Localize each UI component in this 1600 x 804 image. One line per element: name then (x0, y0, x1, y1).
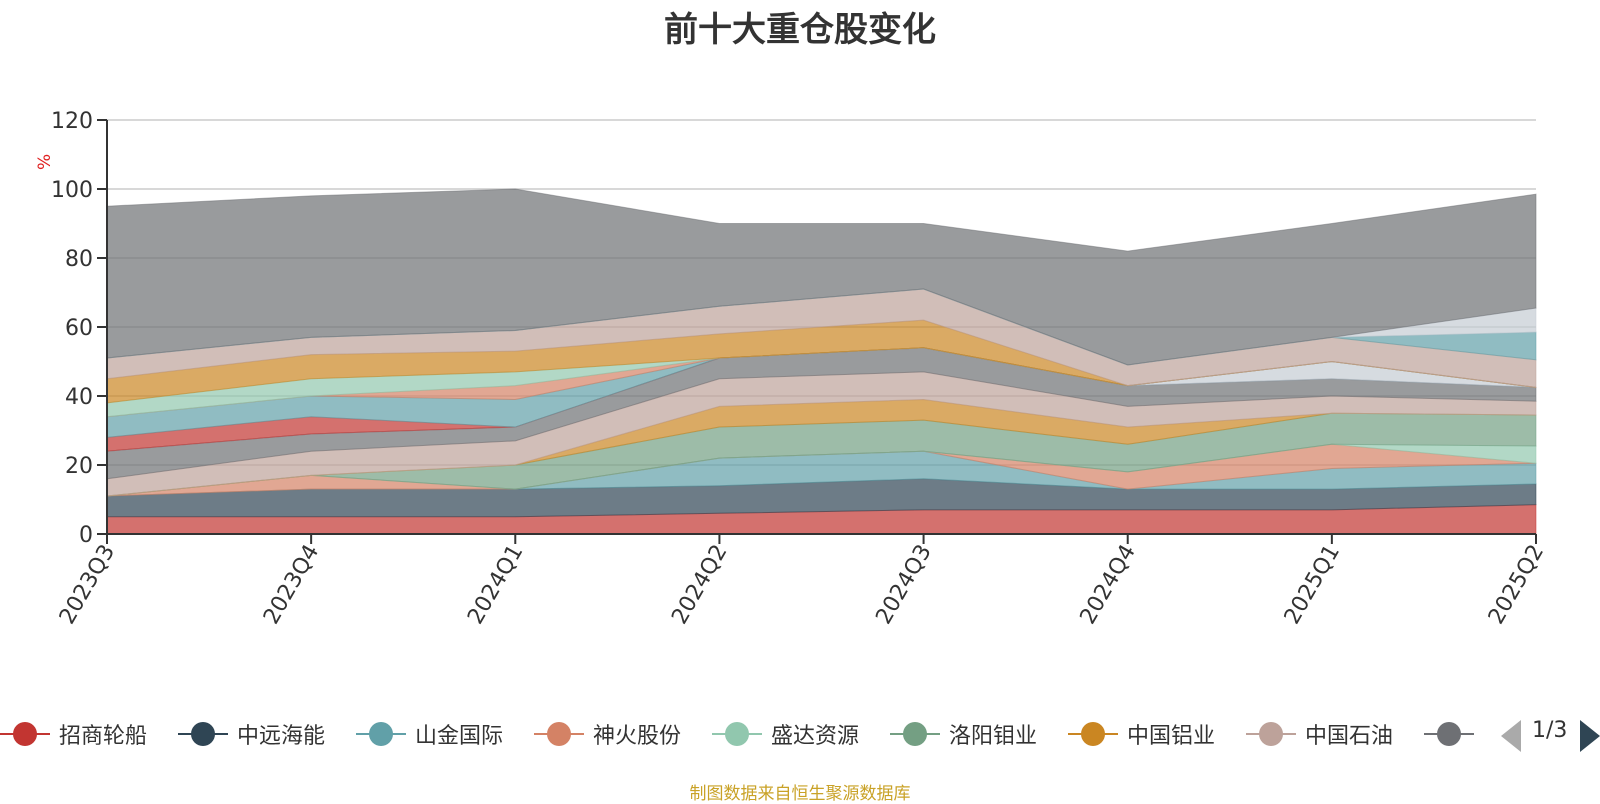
legend-dot-marker (903, 722, 927, 746)
chart-title: 前十大重仓股变化 (664, 10, 936, 50)
legend-label: 招商轮船 (59, 724, 148, 749)
legend-page-indicator: 1/3 (1532, 718, 1568, 743)
y-tick-label: 40 (65, 385, 93, 410)
legend-label: 洛阳钼业 (949, 724, 1038, 749)
legend-label: 中国铝业 (1127, 724, 1216, 749)
x-tick-label: 2025Q2 (1484, 541, 1549, 629)
x-tick-label: 2024Q4 (1076, 541, 1141, 629)
x-tick-label: 2024Q2 (667, 541, 732, 629)
legend-dot-marker (1081, 722, 1105, 746)
legend-label: 盛达资源 (771, 724, 860, 749)
y-tick-label: 100 (51, 178, 93, 203)
legend-next-page-button[interactable] (1580, 720, 1600, 752)
legend-dot-marker (191, 722, 215, 746)
legend: 招商轮船 中远海能 山金国际 神火股份 盛达资源 洛阳钼业 中国铝业 中国石油 (0, 712, 1520, 756)
legend-label: 中国石油 (1305, 724, 1394, 749)
x-tick-label: 2024Q1 (463, 541, 528, 629)
legend-label: 山金国际 (415, 724, 504, 749)
y-tick-label: 120 (51, 109, 93, 134)
legend-dot-marker (547, 722, 571, 746)
source-note: 制图数据来自恒生聚源数据库 (689, 784, 911, 804)
x-tick-label: 2023Q3 (55, 541, 120, 629)
legend-label: 神火股份 (593, 724, 682, 749)
legend-dot-marker (725, 722, 749, 746)
legend-dot-marker (1437, 722, 1461, 746)
x-tick-label: 2025Q1 (1280, 541, 1345, 629)
legend-dot-marker (13, 722, 37, 746)
y-tick-label: 0 (79, 523, 93, 548)
y-axis-unit-label: % (35, 154, 55, 170)
area-series-19 (106, 188, 1537, 366)
legend-prev-page-button[interactable] (1501, 720, 1521, 752)
legend-dot-marker (369, 722, 393, 746)
x-tick-label: 2024Q3 (871, 541, 936, 629)
legend-dot-marker (1259, 722, 1283, 746)
legend-label: 中远海能 (237, 724, 326, 749)
x-tick-label: 2023Q4 (259, 541, 324, 629)
y-tick-label: 60 (65, 316, 93, 341)
y-tick-label: 80 (65, 247, 93, 272)
y-tick-label: 20 (65, 454, 93, 479)
